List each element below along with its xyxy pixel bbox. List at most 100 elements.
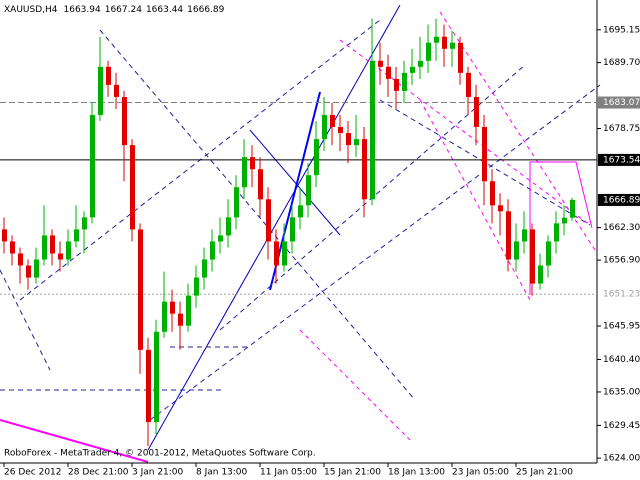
candle-body bbox=[226, 217, 231, 236]
candle-body bbox=[522, 229, 527, 242]
candle-body bbox=[410, 66, 415, 73]
candle-body bbox=[98, 66, 103, 115]
candle-body bbox=[506, 211, 511, 260]
candle-body bbox=[18, 253, 23, 266]
candle-body bbox=[322, 114, 327, 140]
candle-body bbox=[10, 241, 15, 254]
high-value: 1667.24 bbox=[105, 5, 142, 15]
candle-body bbox=[58, 253, 63, 260]
y-tick-label: 1645.95 bbox=[603, 322, 640, 332]
candle-body bbox=[514, 241, 519, 260]
price-label: 1673.54 bbox=[603, 155, 640, 165]
candle-body bbox=[426, 42, 431, 61]
candle-body bbox=[570, 199, 575, 218]
candle-body bbox=[482, 127, 487, 182]
header: XAUUSD,H4 1663.94 1667.24 1663.44 1666.89 bbox=[4, 5, 225, 15]
price-label-box bbox=[598, 153, 640, 166]
forecast-line bbox=[529, 161, 593, 295]
candle-body bbox=[258, 169, 263, 200]
channel-line bbox=[339, 39, 591, 226]
y-tick-label: 1635.00 bbox=[603, 387, 640, 397]
candle-body bbox=[434, 36, 439, 43]
candle-body bbox=[442, 36, 447, 49]
y-tick-label: 1678.75 bbox=[603, 124, 640, 134]
channel-line bbox=[149, 84, 601, 421]
candle-body bbox=[170, 301, 175, 314]
y-tick-label: 1656.90 bbox=[603, 256, 640, 266]
candle-body bbox=[498, 205, 503, 212]
trend-line bbox=[249, 129, 341, 236]
trend-line bbox=[147, 4, 401, 451]
y-tick-label: 1640.40 bbox=[603, 355, 640, 365]
candle-body bbox=[82, 217, 87, 230]
candle-body bbox=[538, 265, 543, 284]
candle-body bbox=[90, 114, 95, 218]
candle-body bbox=[314, 139, 319, 176]
candle-body bbox=[42, 235, 47, 260]
x-tick-label: 11 Jan 05:00 bbox=[260, 468, 317, 478]
y-tick-label: 1629.45 bbox=[603, 421, 640, 431]
price-label: 1683.07 bbox=[603, 98, 640, 108]
x-tick-label: 15 Jan 21:00 bbox=[324, 468, 381, 478]
candle-body bbox=[186, 295, 191, 326]
y-tick-label: 1689.70 bbox=[603, 58, 640, 68]
candle-body bbox=[450, 42, 455, 49]
candle-body bbox=[74, 229, 79, 242]
footer: RoboForex - MetaTrader 4, © 2001-2012, M… bbox=[4, 449, 316, 459]
price-label-box bbox=[598, 96, 640, 109]
trend-line bbox=[0, 419, 149, 463]
candle-body bbox=[402, 72, 407, 91]
candle-body bbox=[338, 127, 343, 134]
y-tick-label: 1624.00 bbox=[603, 454, 640, 464]
channel-line bbox=[299, 329, 411, 441]
candle-body bbox=[2, 229, 7, 242]
channel-line bbox=[419, 99, 531, 301]
candle-body bbox=[122, 96, 127, 146]
x-tick-label: 18 Jan 13:00 bbox=[388, 468, 445, 478]
candle-body bbox=[106, 66, 111, 85]
candle-body bbox=[282, 241, 287, 266]
candle-body bbox=[290, 217, 295, 242]
candle-body bbox=[554, 223, 559, 242]
candle-body bbox=[378, 60, 383, 67]
x-tick-label: 26 Dec 2012 bbox=[4, 468, 62, 478]
candle-body bbox=[210, 241, 215, 260]
close-value: 1666.89 bbox=[187, 5, 224, 15]
x-tick-label: 28 Dec 21:00 bbox=[68, 468, 129, 478]
candle-body bbox=[234, 187, 239, 218]
current-price-box bbox=[598, 193, 640, 206]
candle-body bbox=[386, 66, 391, 79]
candle-body bbox=[242, 157, 247, 188]
x-tick-label: 23 Jan 05:00 bbox=[452, 468, 509, 478]
candle-body bbox=[362, 139, 367, 200]
candle-body bbox=[274, 241, 279, 266]
price-label-box bbox=[598, 288, 640, 301]
current-price-label: 1666.89 bbox=[603, 195, 640, 205]
low-value: 1663.44 bbox=[146, 5, 183, 15]
candle-body bbox=[306, 175, 311, 206]
candle-body bbox=[266, 199, 271, 242]
y-tick-label: 1662.30 bbox=[603, 223, 640, 233]
candle-body bbox=[130, 145, 135, 230]
candle-body bbox=[114, 84, 119, 97]
channel-line bbox=[379, 99, 591, 226]
candle-body bbox=[146, 349, 151, 423]
symbol: XAUUSD,H4 bbox=[4, 5, 58, 15]
candle-body bbox=[298, 205, 303, 218]
candle-body bbox=[418, 60, 423, 67]
y-tick-label: 1695.15 bbox=[603, 25, 640, 35]
candle-body bbox=[154, 331, 159, 423]
candle-body bbox=[354, 139, 359, 146]
candle-body bbox=[546, 241, 551, 266]
candle-body bbox=[530, 229, 535, 284]
open-value: 1663.94 bbox=[64, 5, 101, 15]
candle-body bbox=[562, 217, 567, 224]
candle-body bbox=[250, 157, 255, 170]
candle-body bbox=[394, 78, 399, 91]
candle-body bbox=[474, 96, 479, 128]
price-label: 1651.23 bbox=[603, 290, 640, 300]
candle-body bbox=[218, 235, 223, 242]
